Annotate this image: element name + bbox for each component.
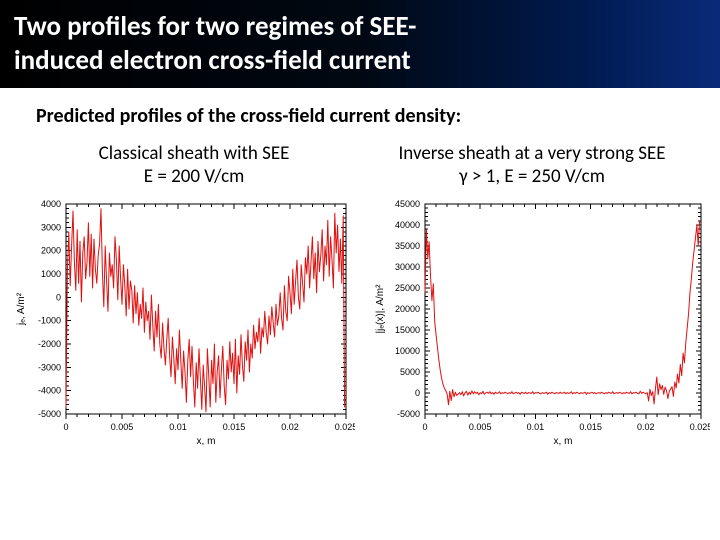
svg-text:0.015: 0.015 (223, 422, 246, 432)
svg-text:2000: 2000 (41, 246, 61, 256)
svg-text:10000: 10000 (395, 346, 420, 356)
svg-text:0.005: 0.005 (469, 422, 492, 432)
left-caption-line2: E = 200 V/cm (30, 165, 358, 188)
svg-text:-1000: -1000 (38, 316, 61, 326)
slide-title-line2: induced electron cross-field current (14, 44, 416, 78)
svg-text:x, m: x, m (554, 436, 573, 447)
svg-text:0.02: 0.02 (281, 422, 299, 432)
svg-text:25000: 25000 (395, 283, 420, 293)
subtitle: Predicted profiles of the cross-field cu… (36, 104, 720, 128)
svg-text:-5000: -5000 (397, 409, 420, 419)
svg-text:0.01: 0.01 (169, 422, 187, 432)
svg-text:40000: 40000 (395, 220, 420, 230)
svg-text:0: 0 (56, 292, 61, 302)
right-chart-svg: 00.0050.010.0150.020.025-500005000100001… (365, 194, 710, 454)
svg-text:x, m: x, m (197, 436, 216, 447)
svg-text:0: 0 (415, 388, 420, 398)
slide-title-line1: Two profiles for two regimes of SEE- (14, 10, 416, 44)
svg-text:-3000: -3000 (38, 362, 61, 372)
svg-text:-4000: -4000 (38, 386, 61, 396)
right-chart: 00.0050.010.0150.020.025-500005000100001… (365, 194, 710, 459)
slide-title-bar: Two profiles for two regimes of SEE- ind… (0, 0, 720, 88)
charts-row: 0 0.005 0.01 0.015 0.02 0.025 -5000 -4000 -3000 -… (0, 188, 720, 459)
left-caption-line1: Classical sheath with SEE (30, 142, 358, 165)
svg-text:0.005: 0.005 (111, 422, 134, 432)
svg-text:30000: 30000 (395, 262, 420, 272)
svg-text:0: 0 (422, 422, 427, 432)
svg-text:0: 0 (63, 422, 68, 432)
svg-text:-5000: -5000 (38, 409, 61, 419)
svg-text:0.025: 0.025 (335, 422, 355, 432)
right-caption-line1: Inverse sheath at a very strong SEE (358, 142, 706, 165)
svg-text:5000: 5000 (400, 367, 420, 377)
left-chart-svg: 0 0.005 0.01 0.015 0.02 0.025 -5000 -4000 -3000 -… (10, 194, 355, 454)
right-panel-caption: Inverse sheath at a very strong SEE γ > … (358, 142, 706, 188)
svg-text:0.01: 0.01 (527, 422, 545, 432)
svg-text:1000: 1000 (41, 269, 61, 279)
svg-text:0.025: 0.025 (690, 422, 710, 432)
svg-text:35000: 35000 (395, 241, 420, 251)
svg-text:|jₑ(x)|, A/m²: |jₑ(x)|, A/m² (375, 284, 386, 334)
svg-text:4000: 4000 (41, 199, 61, 209)
svg-text:45000: 45000 (395, 199, 420, 209)
left-panel-caption: Classical sheath with SEE E = 200 V/cm (30, 142, 358, 188)
svg-text:15000: 15000 (395, 325, 420, 335)
right-caption-line2: γ > 1, E = 250 V/cm (358, 165, 706, 188)
svg-text:jₑ, A/m²: jₑ, A/m² (16, 292, 27, 326)
svg-text:3000: 3000 (41, 222, 61, 232)
svg-text:0.02: 0.02 (637, 422, 655, 432)
svg-text:-2000: -2000 (38, 339, 61, 349)
svg-text:20000: 20000 (395, 304, 420, 314)
left-chart: 0 0.005 0.01 0.015 0.02 0.025 -5000 -4000 -3000 -… (10, 194, 355, 459)
svg-text:0.015: 0.015 (579, 422, 602, 432)
